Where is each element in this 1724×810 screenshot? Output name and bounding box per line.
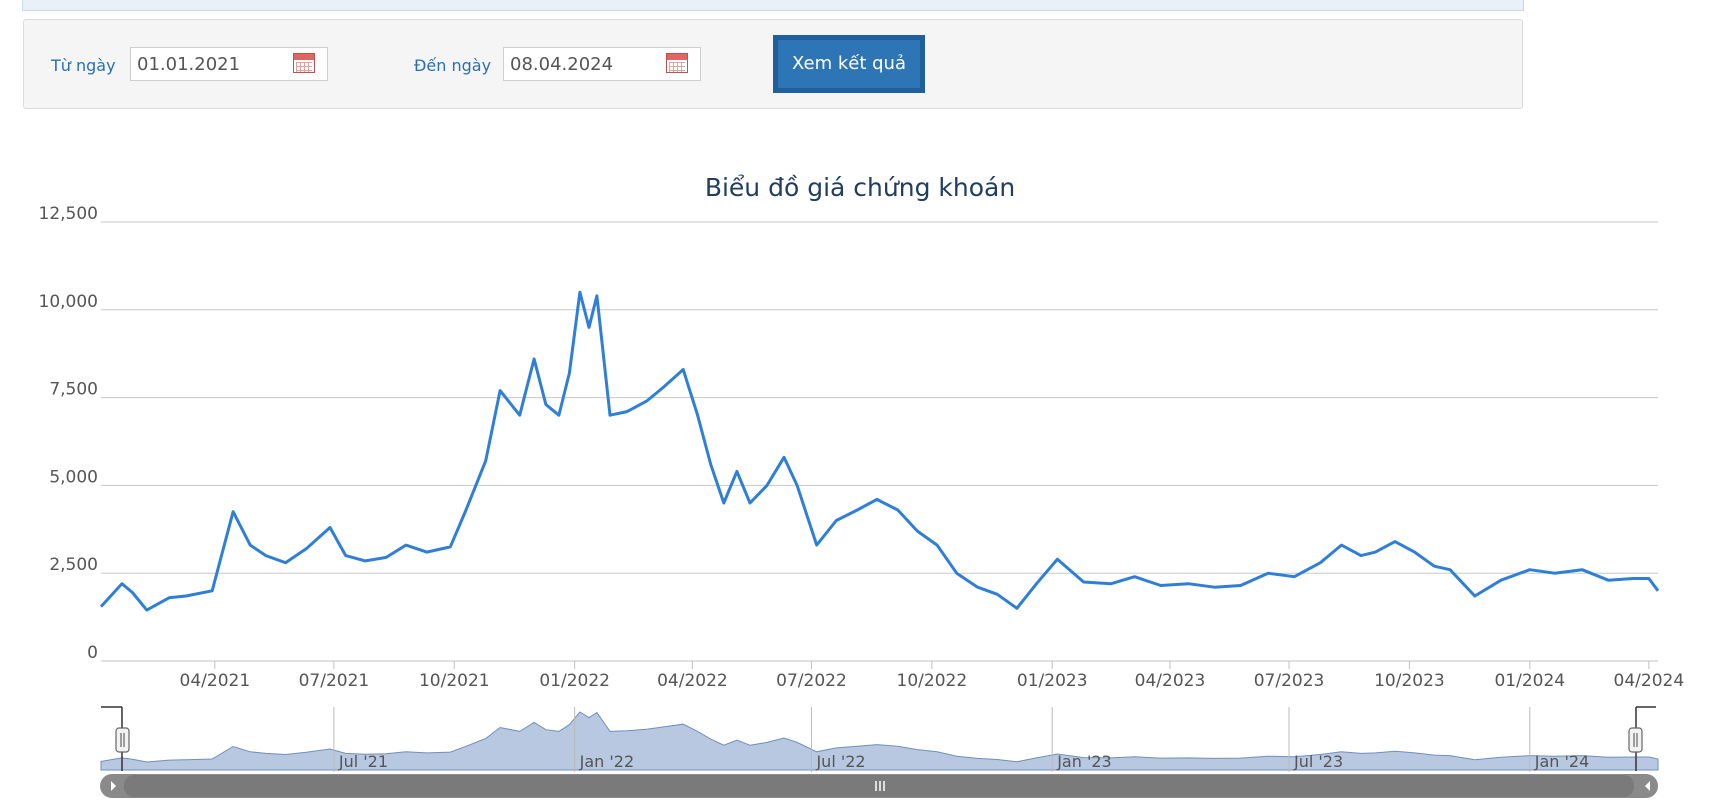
from-date-label: Từ ngày <box>51 56 116 75</box>
y-tick-label: 0 <box>87 643 98 663</box>
y-tick-label: 7,500 <box>49 380 98 400</box>
x-tick-label: 07/2023 <box>1254 671 1325 691</box>
grid-lines <box>101 221 1658 574</box>
navigator-right-handle[interactable] <box>1628 727 1643 753</box>
x-tick-label: 07/2022 <box>776 671 847 691</box>
price-series-line <box>99 290 1660 612</box>
navigator-tick-label: Jul '21 <box>338 752 388 771</box>
x-tick-label: 01/2022 <box>539 671 610 691</box>
navigator-ticks: Jul '21 Jan '22 Jul '22 Jan '23 Jul '23 Jan '… <box>333 707 1590 772</box>
view-results-button[interactable]: Xem kết quả <box>773 35 925 93</box>
y-tick-label: 2,500 <box>49 555 98 575</box>
x-tick-label: 04/2023 <box>1135 671 1206 691</box>
calendar-icon[interactable] <box>293 53 315 73</box>
x-tick-label: 10/2022 <box>897 671 968 691</box>
x-tick-label: 04/2024 <box>1614 671 1685 691</box>
navigator-left-handle[interactable] <box>115 727 130 753</box>
x-tick-label: 10/2023 <box>1374 671 1445 691</box>
x-tick-label: 04/2021 <box>180 671 251 691</box>
x-tick-label: 10/2021 <box>419 671 490 691</box>
y-tick-label: 12,500 <box>39 204 98 224</box>
navigator-tick-label: Jul '23 <box>1293 752 1343 771</box>
x-tick-label: 04/2022 <box>657 671 728 691</box>
navigator-scrollbar[interactable] <box>100 774 1658 798</box>
scrollbar-thumb[interactable] <box>124 775 1634 797</box>
top-info-strip <box>22 0 1524 11</box>
x-tick-label: 01/2023 <box>1017 671 1088 691</box>
x-tick-label: 07/2021 <box>299 671 370 691</box>
to-date-input[interactable]: 08.04.2024 <box>503 47 701 81</box>
to-date-label: Đến ngày <box>414 56 492 75</box>
from-date-input[interactable]: 01.01.2021 <box>130 47 328 81</box>
y-tick-label: 5,000 <box>49 467 98 487</box>
x-tick-label: 01/2024 <box>1494 671 1565 691</box>
date-filter-panel: Từ ngày 01.01.2021 Đến ngày 08.04.2024 X… <box>23 19 1523 109</box>
navigator-tick-label: Jul '22 <box>815 752 865 771</box>
to-date-value: 08.04.2024 <box>510 54 614 75</box>
calendar-icon[interactable] <box>666 53 688 73</box>
range-navigator[interactable]: Jul '21 Jan '22 Jul '22 Jan '23 Jul '23 Jan '… <box>100 706 1659 798</box>
view-results-label: Xem kết quả <box>778 40 920 88</box>
navigator-tick-label: Jan '23 <box>1056 752 1112 771</box>
navigator-tick-label: Jan '24 <box>1534 752 1590 771</box>
from-date-value: 01.01.2021 <box>137 54 241 75</box>
y-tick-label: 10,000 <box>39 292 98 312</box>
scroll-right-arrow-icon[interactable] <box>1645 781 1650 791</box>
scroll-left-arrow-icon[interactable] <box>111 781 116 791</box>
y-axis-labels: 0 2,500 5,000 7,500 10,000 12,500 <box>39 204 98 663</box>
chart-title: Biểu đồ giá chứng khoán <box>705 173 1015 202</box>
x-axis-labels: 04/2021 07/2021 10/2021 01/2022 04/2022 07/20… <box>180 661 1685 691</box>
navigator-tick-label: Jan '22 <box>579 752 635 771</box>
navigator-area <box>100 711 1659 771</box>
